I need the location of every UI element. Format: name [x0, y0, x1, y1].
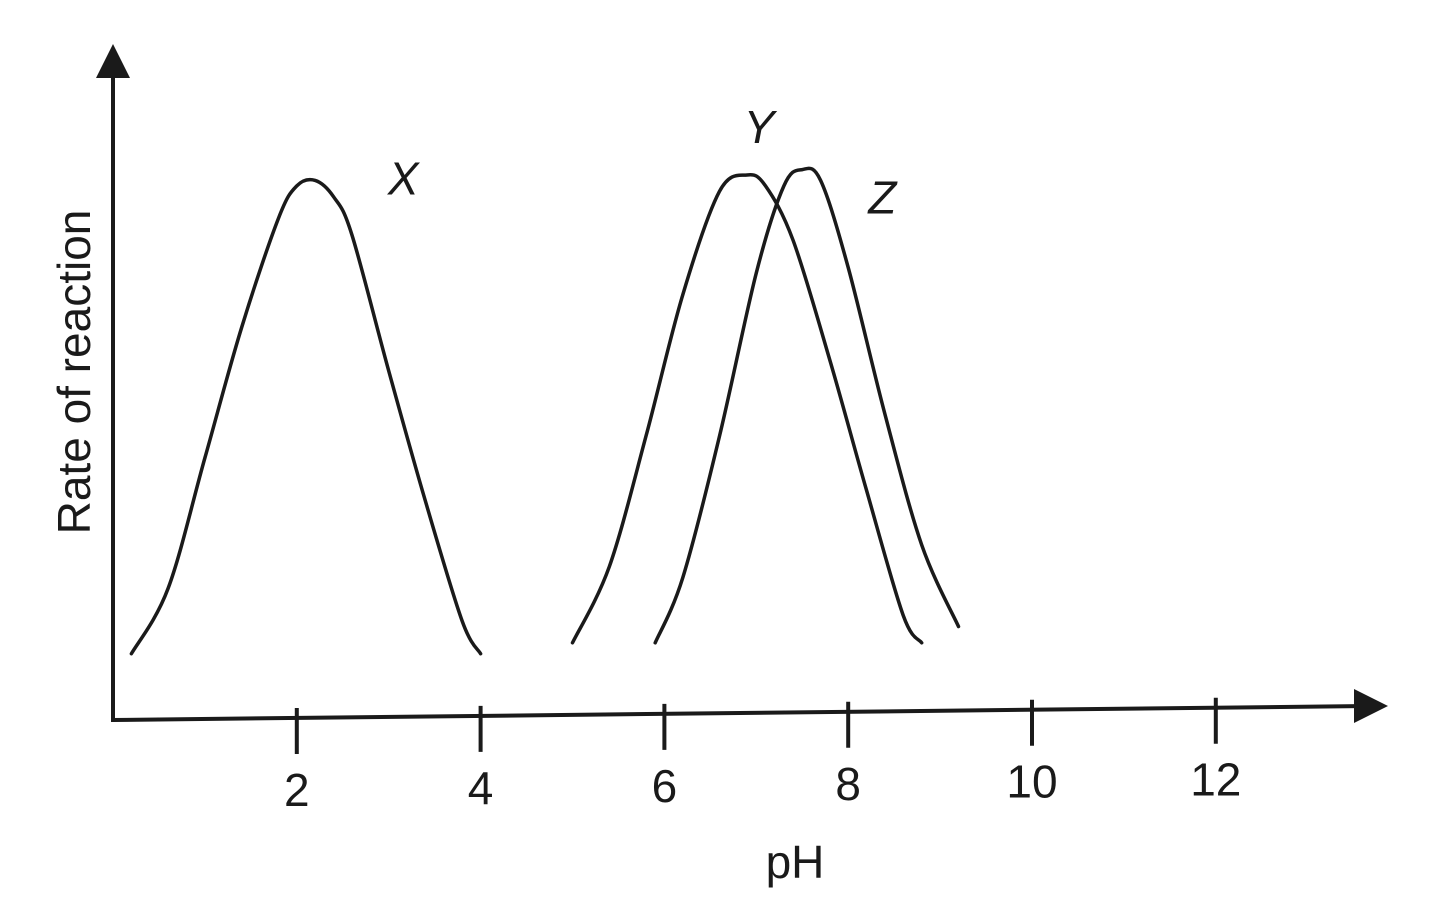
x-axis [112, 689, 1388, 723]
x-tick-label-8: 8 [835, 758, 861, 810]
series-label-x: X [387, 152, 421, 204]
series-curves [129, 166, 961, 656]
x-tick-labels: 2 4 6 8 10 12 [284, 754, 1241, 816]
series-curve-y [570, 173, 924, 645]
x-tick-label-12: 12 [1190, 754, 1241, 806]
y-axis [96, 44, 130, 722]
x-ticks [294, 697, 1218, 754]
y-axis-label: Rate of reaction [48, 210, 100, 535]
series-curve-z [653, 166, 961, 645]
x-axis-label: pH [766, 836, 825, 888]
x-tick-label-2: 2 [284, 764, 310, 816]
x-axis-arrow-icon [1354, 689, 1388, 723]
y-axis-arrow-icon [96, 44, 130, 78]
series-curve-x [129, 177, 483, 656]
x-axis-line [112, 704, 1369, 722]
x-tick-label-4: 4 [468, 762, 494, 814]
series-label-z: Z [867, 172, 898, 224]
x-tick-label-6: 6 [652, 760, 678, 812]
series-labels: X Y Z [387, 101, 898, 224]
series-label-y: Y [744, 101, 778, 153]
x-tick-label-10: 10 [1006, 756, 1057, 808]
